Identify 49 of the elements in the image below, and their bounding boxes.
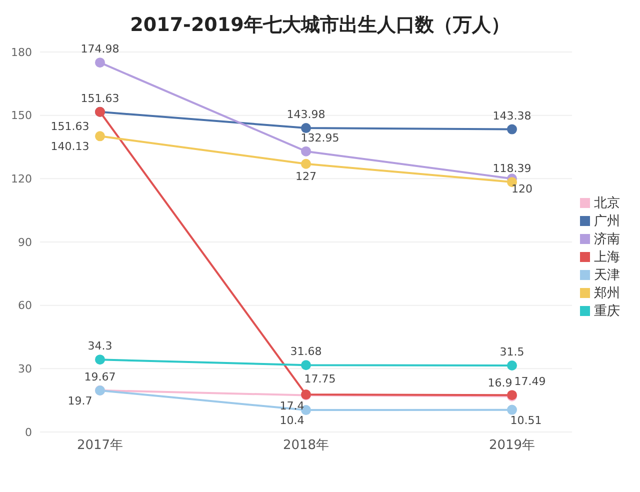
data-label: 19.67 <box>84 370 116 384</box>
y-tick-label: 180 <box>11 46 32 59</box>
point <box>301 360 311 370</box>
point <box>301 158 311 169</box>
data-label: 17.49 <box>514 375 546 388</box>
y-tick-label: 90 <box>18 236 32 249</box>
data-label: 174.98 <box>80 42 120 56</box>
point <box>507 360 517 370</box>
point <box>95 354 105 365</box>
x-tick-label: 2017年 <box>76 438 124 454</box>
legend-label: 上海 <box>594 250 620 265</box>
data-label: 19.7 <box>68 394 92 408</box>
data-label: 132.95 <box>300 131 340 144</box>
point <box>507 124 517 134</box>
data-label: 31.5 <box>500 346 524 358</box>
y-tick-label: 120 <box>11 172 32 186</box>
point <box>301 146 311 156</box>
data-label: 143.98 <box>286 108 326 122</box>
legend-label: 北京 <box>594 196 620 211</box>
data-label: 140.13 <box>50 140 90 154</box>
data-label: 143.38 <box>492 109 532 122</box>
x-tick-label: 2019年 <box>488 438 536 454</box>
legend-label: 广州 <box>594 214 620 229</box>
point <box>95 131 105 142</box>
data-label: 118.39 <box>492 162 532 176</box>
data-label: 151.63 <box>50 120 90 133</box>
y-tick-label: 0 <box>25 426 32 439</box>
y-tick-label: 60 <box>18 299 32 312</box>
data-label: 17.4 <box>280 399 304 412</box>
chart-title: 2017-2019年七大城市出生人口数（万人） <box>129 13 511 38</box>
x-tick-label: 2018年 <box>282 438 330 454</box>
point <box>95 58 105 68</box>
legend-label: 济南 <box>594 232 620 247</box>
data-label: 120 <box>512 182 532 196</box>
legend-label: 郑州 <box>594 286 620 301</box>
data-label: 10.4 <box>280 414 304 428</box>
data-label: 34.3 <box>88 340 112 353</box>
data-label: 10.51 <box>510 414 542 427</box>
data-label: 17.75 <box>304 372 336 386</box>
legend-label: 天津 <box>594 268 620 283</box>
data-label: 127 <box>296 170 316 183</box>
data-label: 31.68 <box>290 345 322 358</box>
y-tick-label: 30 <box>18 362 32 376</box>
point <box>301 123 311 134</box>
data-label: 16.9 <box>488 376 512 390</box>
y-tick-label: 150 <box>11 109 32 122</box>
point <box>507 404 517 415</box>
legend-label: 重庆 <box>594 304 620 319</box>
data-label: 151.63 <box>80 92 120 105</box>
